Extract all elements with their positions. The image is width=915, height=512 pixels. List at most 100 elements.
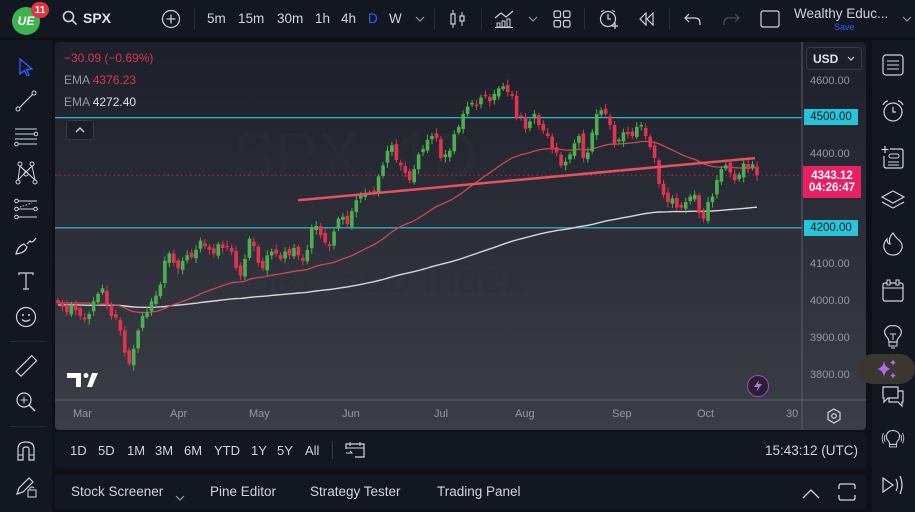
indicators-dropdown[interactable] [522, 8, 544, 30]
range-5y[interactable]: 5Y [277, 443, 293, 458]
emoji-tool[interactable] [13, 304, 39, 330]
timeframe-dropdown[interactable] [409, 8, 431, 30]
chart-legend: −30.09 (−0.69%) EMA 4376.23 EMA 4272.40 [64, 50, 153, 116]
add-symbol-button[interactable] [160, 8, 182, 30]
timeframe-4h[interactable]: 4h [341, 11, 357, 26]
ai-assistant-button[interactable] [858, 354, 915, 384]
alarm-icon [882, 100, 904, 122]
price-chart[interactable]: SPX, 1D S&P 500 Index [55, 42, 866, 430]
streams-icon [881, 429, 905, 448]
range-1y[interactable]: 1Y [251, 443, 267, 458]
emoji-icon [15, 306, 37, 328]
chevron-up-icon [75, 127, 85, 133]
divider [10, 426, 44, 427]
brush-tool[interactable] [13, 232, 39, 258]
maximize-panel-button[interactable] [838, 483, 856, 506]
ideas-button[interactable] [880, 324, 906, 350]
price-tick: 4600.00 [810, 75, 850, 87]
tab-trading-panel[interactable]: Trading Panel [437, 484, 521, 499]
layers-button[interactable] [880, 188, 906, 214]
symbol-name: SPX [83, 10, 112, 26]
object-tree-button[interactable] [880, 144, 906, 170]
trend-line[interactable] [297, 156, 756, 202]
undo-button[interactable] [682, 8, 704, 30]
layout-button[interactable] [551, 8, 573, 30]
chart-settings-button[interactable] [826, 408, 842, 429]
watchlist-button[interactable] [880, 52, 906, 78]
divider [669, 8, 670, 30]
flame-icon [883, 232, 903, 256]
flash-button[interactable] [747, 375, 769, 397]
lock-drawings-tool[interactable] [13, 474, 39, 500]
currency-selector[interactable]: USD [806, 47, 862, 70]
horizontal-levels[interactable] [55, 117, 802, 229]
symbol-search[interactable]: SPX [62, 10, 111, 26]
bar-countdown: 04:26:47 [808, 182, 856, 194]
timeframe-15m[interactable]: 15m [238, 11, 265, 26]
timeframe-30m[interactable]: 30m [277, 11, 304, 26]
redo-button[interactable] [720, 8, 742, 30]
tab-pine-editor[interactable]: Pine Editor [210, 484, 277, 499]
pattern-tool[interactable] [13, 160, 39, 186]
settings-icon [827, 408, 841, 424]
ema2-label: EMA [64, 95, 90, 109]
price-tick: 4000.00 [810, 295, 850, 307]
trend-line-tool[interactable] [13, 88, 39, 114]
resistance-level-label: 4500.00 [810, 111, 852, 123]
range-ytd[interactable]: YTD [214, 443, 240, 458]
hotlists-button[interactable] [880, 231, 906, 257]
range-6m[interactable]: 6M [184, 443, 203, 458]
chats-button[interactable] [880, 384, 906, 410]
square-icon [760, 10, 780, 28]
undo-icon [684, 13, 701, 25]
text-tool[interactable] [13, 268, 39, 294]
play-button[interactable] [880, 472, 906, 498]
tab-stock-screener[interactable]: Stock Screener [71, 484, 164, 499]
streams-button[interactable] [880, 427, 906, 453]
fullscreen-button[interactable] [759, 8, 781, 30]
lightbulb-icon [884, 325, 902, 349]
alert-icon [599, 9, 618, 29]
tab-strategy-tester[interactable]: Strategy Tester [310, 484, 401, 499]
collapse-legend-button[interactable] [66, 120, 94, 140]
layout-name[interactable]: Wealthy Educ... [794, 6, 889, 21]
range-5d[interactable]: 5D [98, 443, 115, 458]
indicators-button[interactable] [493, 8, 515, 30]
time-tick: Aug [515, 408, 535, 420]
utc-clock[interactable]: 15:43:12 (UTC) [764, 443, 858, 458]
timeframe-w[interactable]: W [389, 11, 402, 26]
text-icon [18, 272, 34, 290]
alert-button[interactable] [598, 8, 620, 30]
range-1m[interactable]: 1M [127, 443, 146, 458]
lightning-icon [754, 380, 762, 392]
fib-tool[interactable] [13, 196, 39, 222]
zoom-in-tool[interactable] [13, 389, 39, 415]
range-1d[interactable]: 1D [70, 443, 87, 458]
calendar-button[interactable] [880, 278, 906, 304]
right-sidebar [858, 40, 915, 512]
stock-screener-dropdown[interactable] [175, 488, 185, 506]
timeframe-1h[interactable]: 1h [315, 11, 331, 26]
timeframe-5m[interactable]: 5m [207, 11, 226, 26]
horizontal-lines-tool[interactable] [13, 124, 39, 150]
fib-icon [14, 198, 38, 220]
timeframe-d[interactable]: D [368, 11, 378, 26]
save-button[interactable]: Save [834, 22, 855, 32]
divider [194, 8, 195, 30]
go-to-date-button[interactable] [345, 441, 365, 464]
measure-tool[interactable] [13, 354, 39, 380]
magnet-tool[interactable] [13, 438, 39, 464]
layout-dropdown[interactable] [896, 8, 915, 30]
chart-type-button[interactable] [447, 8, 469, 30]
expand-panel-button[interactable] [802, 486, 820, 504]
replay-button[interactable] [636, 8, 658, 30]
range-all[interactable]: All [305, 443, 320, 458]
cursor-tool[interactable] [13, 54, 39, 80]
calendar-icon [882, 279, 904, 302]
alerts-button[interactable] [880, 98, 906, 124]
price-tick: 4100.00 [810, 258, 850, 270]
redo-icon [723, 13, 740, 25]
range-3m[interactable]: 3M [155, 443, 174, 458]
currency-label: USD [813, 51, 839, 66]
chart-pane[interactable]: SPX, 1D S&P 500 Index [55, 42, 866, 430]
